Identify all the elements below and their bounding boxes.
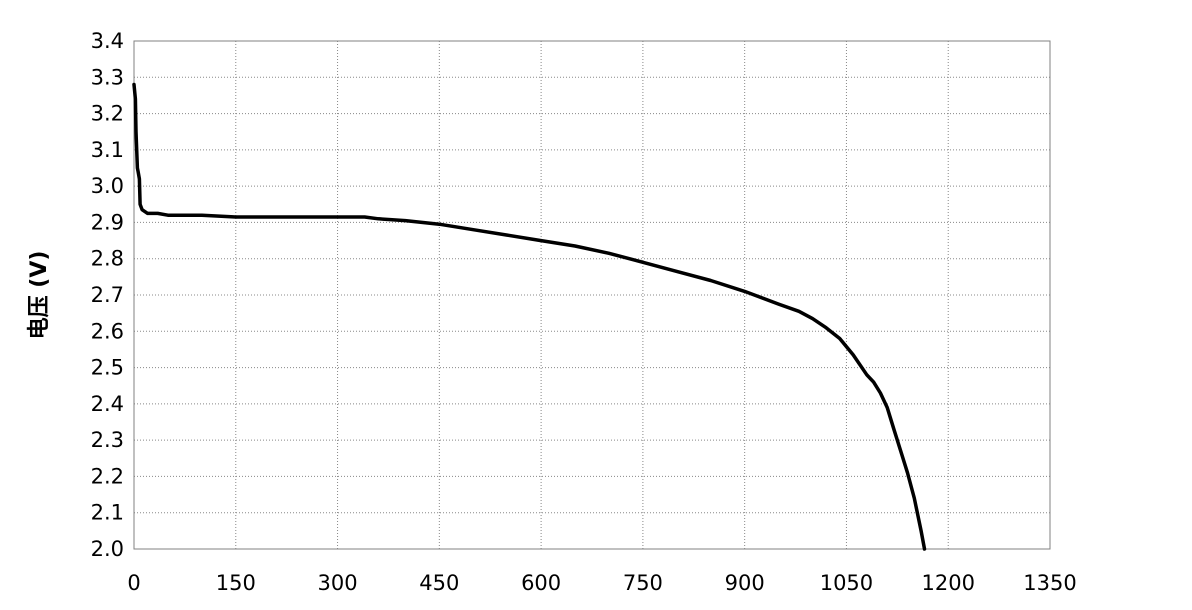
x-tick-label: 1200 [921,571,974,595]
x-tick-label: 1050 [820,571,873,595]
y-tick-label: 2.1 [91,501,124,525]
y-tick-label: 3.1 [91,138,124,162]
x-tick-label: 1350 [1023,571,1076,595]
y-axis-label: 电压 (V) [27,251,52,340]
x-tick-label: 600 [521,571,561,595]
x-tick-label: 150 [216,571,256,595]
y-tick-label: 2.2 [91,464,124,488]
y-tick-label: 2.5 [91,356,124,380]
gridlines [133,40,1051,550]
x-tick-label: 900 [725,571,765,595]
y-tick-label: 2.9 [91,210,124,234]
x-tick-label: 300 [318,571,358,595]
y-tick-label: 3.0 [91,174,124,198]
y-tick-label: 2.0 [91,537,124,561]
x-axis-tick-labels: 0 150 300 450 600 750 900 1050 1200 1350 [127,571,1076,595]
y-tick-label: 2.7 [91,283,124,307]
y-tick-label: 2.4 [91,392,124,416]
y-tick-label: 2.8 [91,247,124,271]
y-axis-tick-labels: 2.0 2.1 2.2 2.3 2.4 2.5 2.6 2.7 2.8 2.9 3.0 3.1 3.2 3… [91,29,124,561]
y-tick-label: 3.4 [91,29,124,53]
y-tick-label: 2.3 [91,428,124,452]
x-tick-label: 0 [127,571,140,595]
y-tick-label: 2.6 [91,319,124,343]
plot-area-frame [133,40,1051,550]
y-tick-label: 3.2 [91,102,124,126]
x-tick-label: 450 [419,571,459,595]
x-tick-label: 750 [623,571,663,595]
y-tick-label: 3.3 [91,65,124,89]
voltage-curve [132,82,927,551]
